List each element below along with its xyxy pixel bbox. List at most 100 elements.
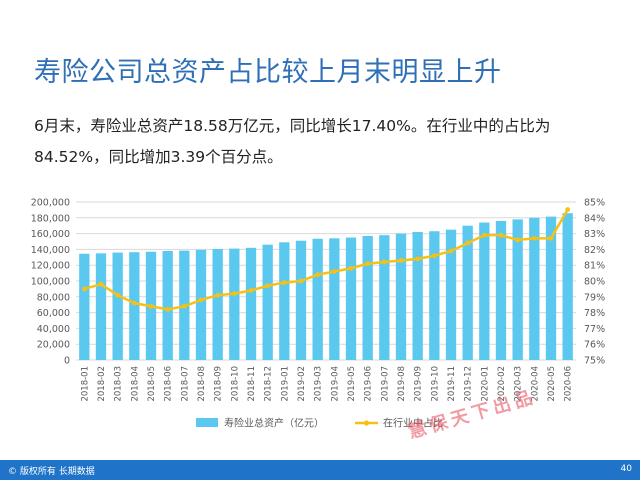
bar [462,225,473,360]
share-point [215,292,221,298]
share-point [465,240,471,246]
share-point [498,232,504,238]
legend-bar-swatch [196,418,218,427]
share-point [365,261,371,267]
footer-bar: © 版权所有 长期数据 40 [0,460,640,480]
bar [479,222,490,360]
bar [495,220,507,360]
share-point [231,291,237,297]
x-tick-label: 2019-08 [397,366,407,402]
bar [362,235,373,360]
left-tick-label: 200,000 [31,198,70,209]
bar [329,238,340,360]
left-tick-label: 60,000 [37,308,70,319]
bar [545,216,557,360]
x-tick-label: 2019-06 [364,366,374,402]
x-tick-label: 2020-02 [497,366,507,402]
share-point [548,235,554,241]
left-tick-label: 140,000 [31,245,70,256]
x-tick-label: 2019-02 [297,366,307,402]
x-tick-label: 2020-01 [480,366,490,402]
share-point [331,269,337,274]
bar [112,252,123,360]
x-tick-label: 2018-08 [197,366,207,402]
share-point [415,256,421,262]
left-tick-label: 0 [64,356,70,367]
page-number: 40 [620,464,632,474]
share-point [198,297,204,303]
assets-chart: 0 20,000 40,000 60,000 80,000 100,000 120,000 1… [31,198,605,430]
share-line [83,208,569,311]
x-tick-label: 2018-01 [80,366,90,402]
x-tick-label: 2018-10 [230,366,240,402]
bar [195,249,207,360]
x-tick-label: 2019-12 [464,366,474,402]
x-tick-label: 2020-06 [564,366,574,402]
bar [162,250,173,360]
right-tick-label: 79% [584,292,605,303]
bar [445,229,457,360]
bar [412,232,423,360]
bar [395,233,407,360]
share-point [448,248,454,254]
x-tick-label: 2018-05 [147,366,157,402]
bar [262,244,273,360]
copyright-text: © 版权所有 长期数据 [8,467,95,477]
right-tick-label: 78% [584,308,605,319]
left-tick-label: 20,000 [37,340,70,351]
share-point [148,303,154,309]
share-point [281,280,287,285]
right-tick-label: 75% [584,356,605,367]
bar [79,253,90,360]
x-tick-label: 2019-09 [414,366,424,402]
share-point [315,272,321,278]
x-tick-label: 2019-05 [347,366,357,402]
right-tick-label: 76% [584,340,605,351]
bar [95,253,107,360]
share-point [515,237,521,243]
share-point [481,232,487,238]
legend-line-marker [363,420,370,426]
share-point [115,292,121,298]
bar [529,217,540,360]
legend-bar-label: 寿险业总资产（亿元） [224,417,324,430]
right-tick-label: 77% [584,324,605,335]
share-point [531,235,537,241]
x-tick-label: 2018-11 [247,366,257,402]
x-tick-label: 2018-02 [97,366,107,402]
right-tick-label: 80% [584,277,605,288]
x-tick-label: 2019-07 [380,366,390,402]
x-tick-label: 2018-09 [214,366,224,402]
x-tick-label: 2019-03 [314,366,324,402]
bar [429,231,440,360]
summary-line-2: 84.52%，同比增加3.39个百分点。 [34,148,283,166]
x-tick-label: 2019-01 [280,366,290,402]
x-tick-label: 2019-11 [447,366,457,402]
bar [229,248,240,360]
bar [245,247,257,360]
share-point [565,207,571,212]
x-tick-label: 2018-04 [130,366,140,402]
bar [312,238,323,360]
share-point [131,300,137,306]
share-point [265,283,271,289]
legend-line-label: 在行业中占比 [383,417,443,430]
slide-title: 寿险公司总资产占比较上月末明显上升 [34,57,502,88]
left-tick-label: 180,000 [31,213,70,224]
bar [512,219,523,360]
right-tick-label: 81% [584,261,605,272]
share-point [431,253,437,259]
x-tick-label: 2018-06 [164,366,174,402]
bar [295,240,307,360]
bar [279,242,290,360]
share-point [298,278,304,284]
share-point [348,265,354,271]
bar [379,235,390,360]
right-tick-label: 84% [584,213,605,224]
bar [129,252,140,360]
bar [345,237,357,360]
left-tick-label: 120,000 [31,261,70,272]
right-tick-label: 82% [584,245,605,256]
right-tick-label: 83% [584,229,605,240]
left-tick-label: 40,000 [37,324,70,335]
